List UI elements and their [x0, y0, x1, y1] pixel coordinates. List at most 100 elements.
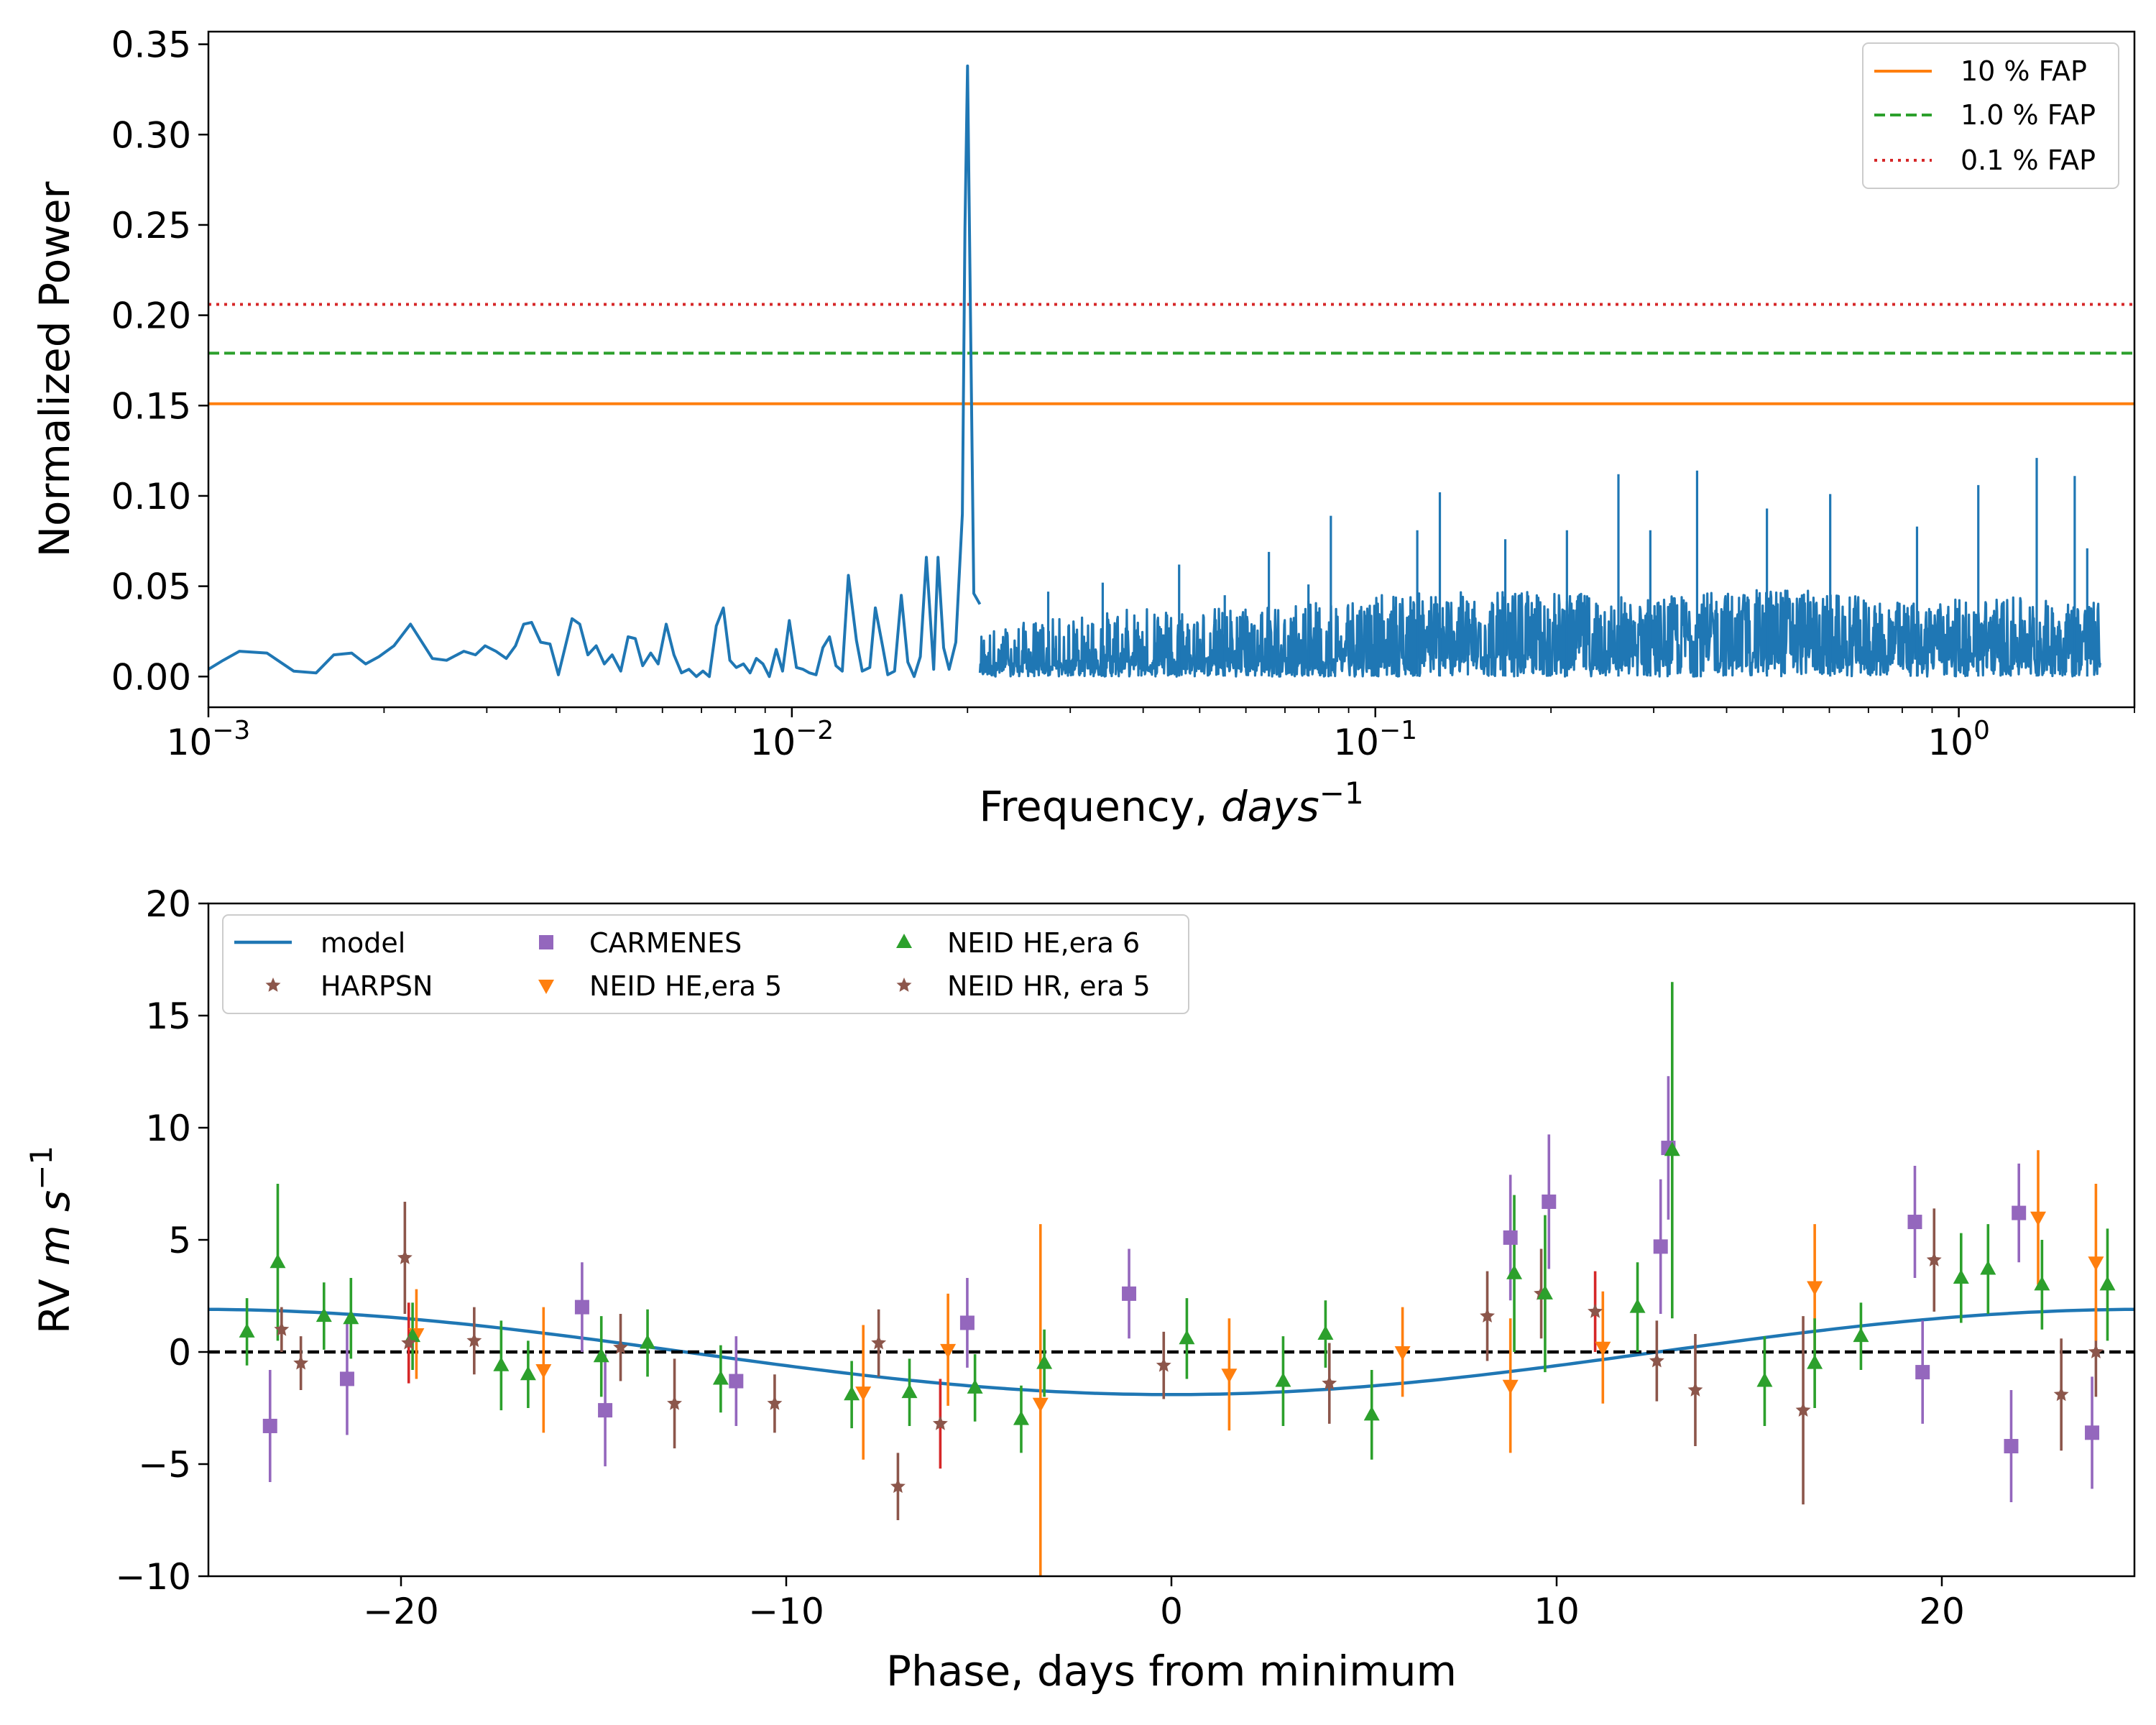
point-neid-he-era-6 [343, 1310, 359, 1325]
point-harpsn [1480, 1308, 1495, 1322]
point-neid-he-era-6 [239, 1322, 255, 1338]
rv-phase-panel: −20 −10 0 10 20 −10 −5 0 5 10 15 20 Phase, days fr… [24, 883, 2136, 1696]
point-neid-he-era-5 [1807, 1281, 1823, 1296]
periodogram-frame [207, 30, 2136, 709]
point-carmenes [339, 1371, 354, 1386]
x-tick-label: 10−1 [1333, 716, 1417, 763]
periodogram-line [208, 64, 982, 678]
point-neid-he-era-6 [1506, 1264, 1523, 1279]
point-harpsn [667, 1395, 682, 1410]
point-neid-he-era-6 [2034, 1276, 2050, 1291]
point-harpsn [1687, 1382, 1703, 1397]
point-carmenes [2085, 1425, 2100, 1440]
legend-marker-neid-he-era-6 [896, 934, 912, 948]
point-carmenes [1907, 1215, 1922, 1230]
point-neid-he-era-6 [315, 1307, 332, 1322]
point-harpsn [1926, 1252, 1942, 1266]
point-neid-he-era-6 [844, 1386, 860, 1401]
periodogram-noise [978, 458, 2101, 678]
y-tick-label: 0.05 [111, 566, 191, 608]
legend-label-neid-he-era6: NEID HE,era 6 [947, 927, 1140, 959]
periodogram-legend: 10 % FAP 1.0 % FAP 0.1 % FAP [1862, 42, 2119, 189]
point-neid-he-era-6 [1980, 1260, 1996, 1275]
point-harpsn [890, 1478, 906, 1494]
point-harpsn [466, 1333, 482, 1348]
point-carmenes [262, 1418, 277, 1433]
point-neid-he-era-5 [1221, 1368, 1238, 1384]
rv-x-ticks: −20 −10 0 10 20 [363, 1576, 1965, 1632]
legend-label-fap-1: 1.0 % FAP [1961, 99, 2096, 131]
point-carmenes [574, 1300, 589, 1315]
point-carmenes [598, 1403, 613, 1418]
point-neid-he-era-6 [1629, 1298, 1646, 1313]
point-neid-he-era-6 [593, 1348, 609, 1363]
point-harpsn [274, 1321, 290, 1336]
point-neid-he-era-6 [1013, 1410, 1029, 1425]
point-neid-he-era-5 [1394, 1346, 1411, 1361]
y-tick-label: 0.15 [111, 385, 191, 427]
point-carmenes [1122, 1286, 1137, 1301]
legend-marker-carmenes [539, 935, 553, 949]
y-tick-label: 0.00 [111, 656, 191, 698]
point-neid-he-era-5 [1502, 1379, 1519, 1394]
point-harpsn [1322, 1375, 1337, 1390]
point-harpsn [1649, 1353, 1664, 1368]
rv-x-axis-label: Phase, days from minimum [886, 1647, 1457, 1696]
point-carmenes [1653, 1239, 1668, 1254]
point-carmenes [2004, 1439, 2019, 1454]
point-neid-he-era-6 [1179, 1330, 1195, 1345]
point-neid-he-era-6 [712, 1370, 729, 1385]
point-carmenes [729, 1374, 744, 1389]
x-tick-label: 10−3 [167, 716, 251, 763]
point-neid-he-era-6 [1317, 1325, 1334, 1340]
point-harpsn [2088, 1344, 2104, 1358]
periodogram-panel: 10−3 10−2 10−1 100 0.00 0.05 0.10 0.15 0.20 0.25… [30, 24, 2136, 831]
point-neid-he-era-6 [901, 1384, 918, 1399]
point-carmenes [1915, 1365, 1930, 1380]
point-neid-he-era-6 [1756, 1372, 1773, 1387]
rv-y-axis-label: RV m s−1 [24, 1146, 79, 1334]
x-tick-label: 0 [1160, 1591, 1183, 1632]
periodogram-y-axis-label: Normalized Power [30, 181, 79, 557]
y-tick-label: 0.25 [111, 205, 191, 247]
legend-label-model: model [321, 927, 405, 959]
y-tick-label: 0.20 [111, 295, 191, 337]
legend-label-fap-01: 0.1 % FAP [1961, 144, 2096, 176]
legend-label-fap-10: 10 % FAP [1961, 55, 2087, 87]
point-carmenes [1503, 1230, 1518, 1245]
x-tick-label: −20 [363, 1591, 439, 1632]
point-carmenes [959, 1315, 975, 1330]
point-neid-he-era-6 [520, 1366, 536, 1381]
point-harpsn [613, 1339, 628, 1354]
y-tick-label: 0.35 [111, 24, 191, 66]
legend-label-neid-he-era5: NEID HE,era 5 [589, 970, 782, 1002]
point-neid-he-era-6 [1036, 1354, 1053, 1369]
point-neid-he-era-6 [1853, 1328, 1869, 1343]
point-neid-he-era-6 [1363, 1406, 1380, 1421]
y-tick-label: 15 [145, 995, 191, 1037]
point-neid-he-era-6 [2099, 1276, 2116, 1291]
y-tick-label: 5 [168, 1220, 191, 1261]
point-harpsn [1795, 1402, 1811, 1417]
y-tick-label: 0 [168, 1332, 191, 1374]
legend-label-neid-hr-era5: NEID HR, era 5 [947, 970, 1151, 1002]
point-neid-he-era-5 [1032, 1397, 1049, 1412]
point-neid-he-era-5 [2088, 1256, 2104, 1271]
rv-y-ticks: −10 −5 0 5 10 15 20 [115, 883, 208, 1598]
point-neid-hr-era-5 [401, 1335, 417, 1350]
periodogram-x-ticks: 10−3 10−2 10−1 100 [167, 707, 2135, 763]
point-neid-he-era-5 [2030, 1211, 2046, 1226]
periodogram-fap-lines [208, 303, 2134, 405]
rv-legend-box [222, 914, 1189, 1014]
periodogram-series [208, 64, 982, 678]
periodogram-x-axis-label: Frequency, days−1 [979, 776, 1363, 831]
rv-errorbars [245, 982, 2109, 1576]
point-neid-he-era-5 [855, 1386, 872, 1402]
point-neid-he-era-6 [1664, 1141, 1680, 1156]
point-neid-he-era-6 [1275, 1372, 1291, 1387]
legend-marker-harpsn [265, 978, 281, 992]
rv-markers [239, 1141, 2116, 1494]
point-neid-hr-era-5 [932, 1415, 948, 1430]
point-carmenes [1542, 1194, 1557, 1209]
